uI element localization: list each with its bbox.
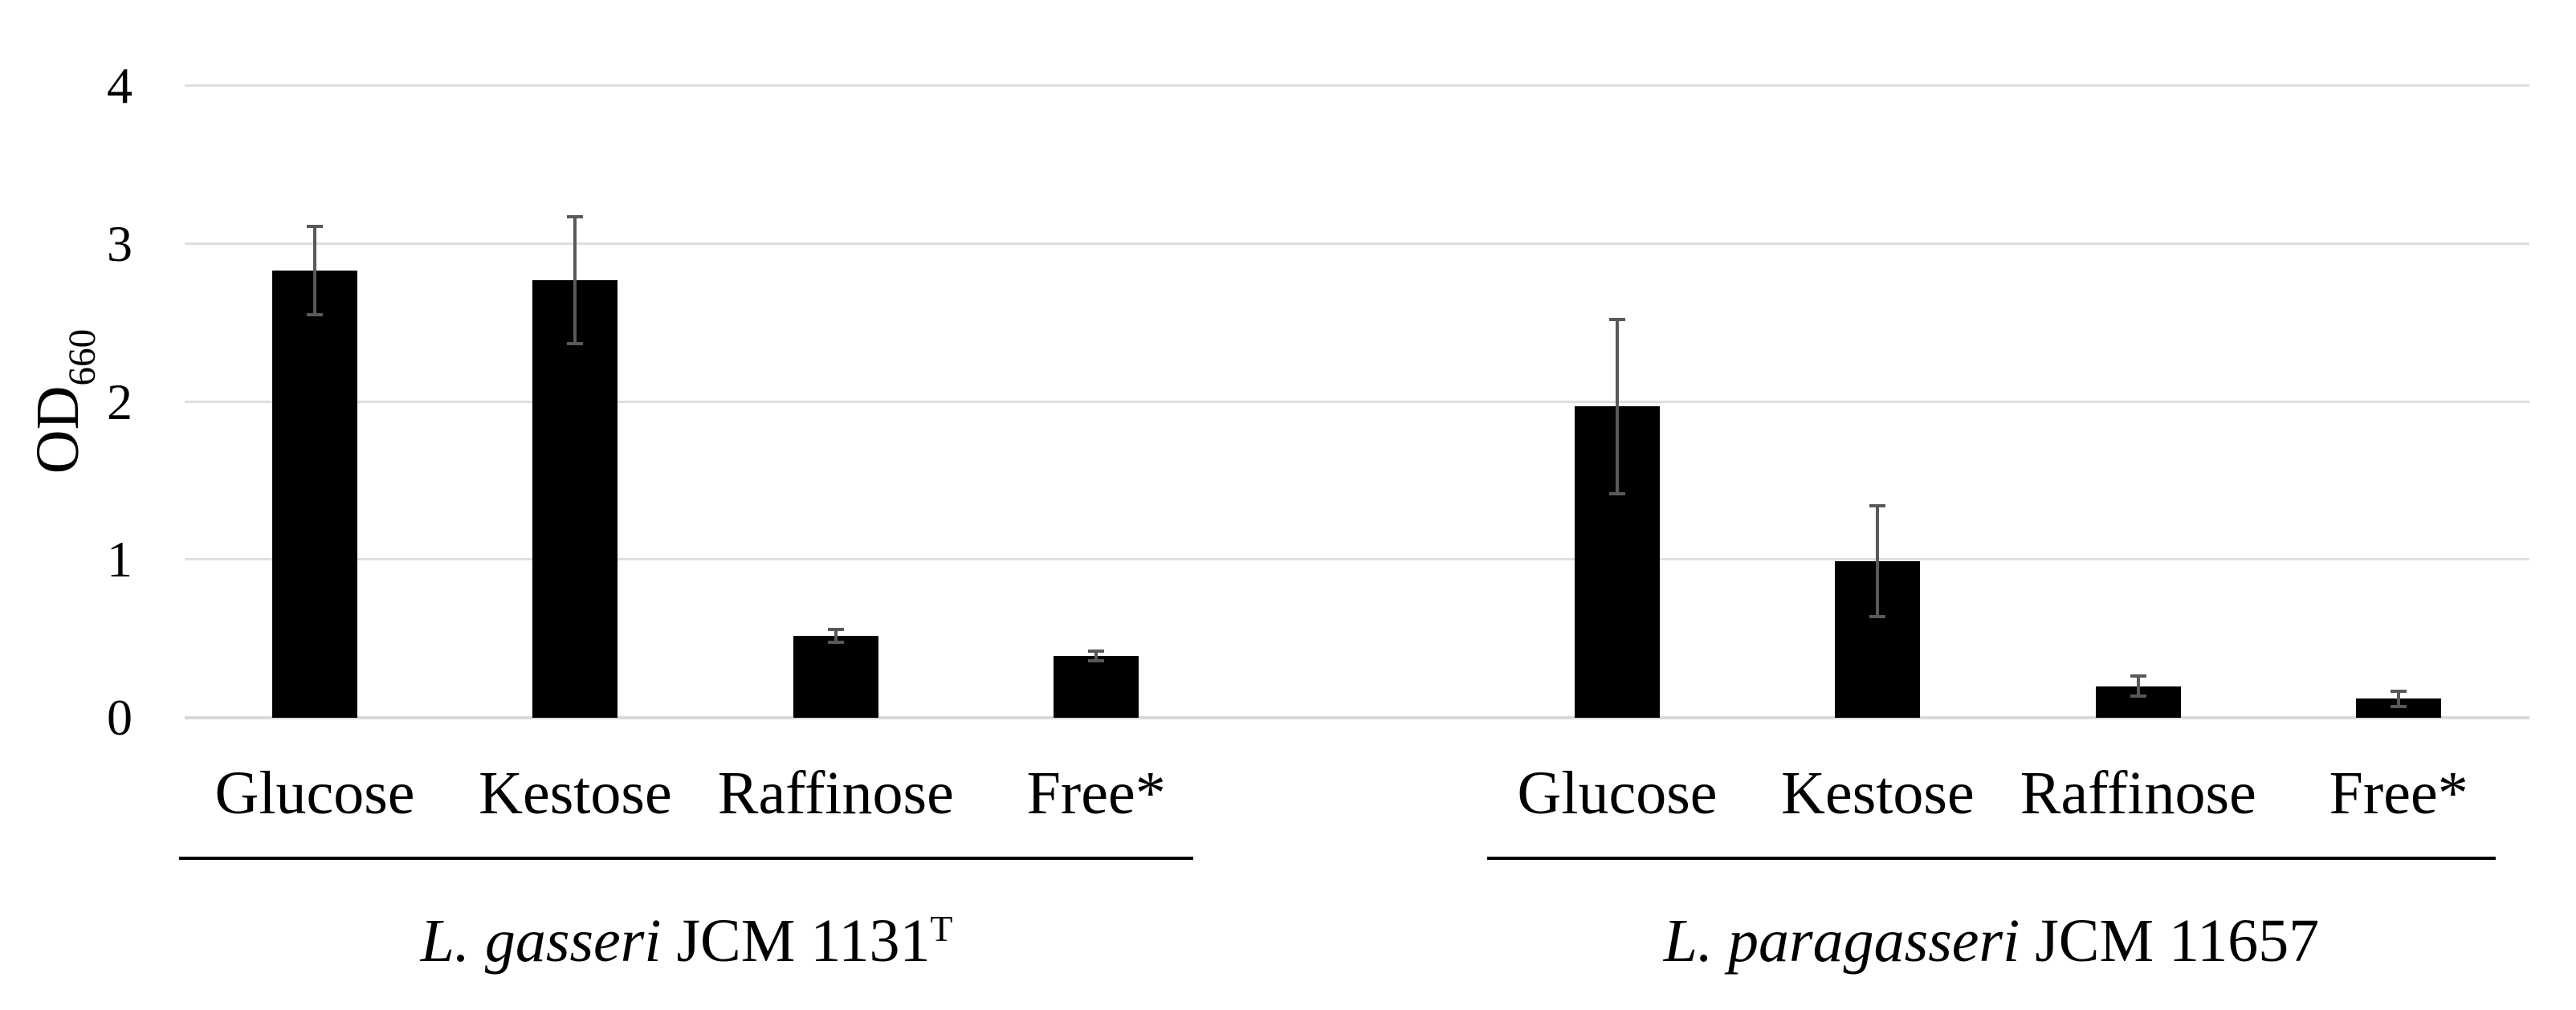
error-bar-cap xyxy=(2130,694,2146,698)
error-bar-line xyxy=(834,629,838,642)
y-tick-label: 3 xyxy=(107,214,132,272)
error-bar-cap xyxy=(2391,705,2407,709)
group-underline xyxy=(179,857,1193,860)
error-bar-line xyxy=(2136,675,2140,697)
category-label: Glucose xyxy=(214,760,415,827)
group-title: L. gasseri JCM 1131T xyxy=(421,910,953,971)
y-tick-label: 2 xyxy=(107,373,132,430)
error-bar-line xyxy=(1876,506,1880,617)
group-title-species: L. gasseri xyxy=(420,907,662,975)
bar xyxy=(793,635,878,718)
error-bar-cap xyxy=(2391,689,2407,693)
category-label: Free* xyxy=(1026,760,1166,827)
error-bar-line xyxy=(1094,651,1098,662)
category-label: Free* xyxy=(2329,760,2468,827)
error-bar-cap xyxy=(1088,659,1105,663)
category-label: Kestose xyxy=(1781,760,1975,827)
error-bar-line xyxy=(2397,690,2401,707)
error-bar-cap xyxy=(2130,674,2146,678)
error-bar-cap xyxy=(1609,318,1625,322)
error-bar-line xyxy=(313,226,316,316)
bar xyxy=(1054,656,1139,718)
group-title-superscript: T xyxy=(930,907,953,949)
group-title-strain: JCM 1131 xyxy=(661,907,931,975)
group-title-strain: JCM 11657 xyxy=(2020,907,2320,975)
error-bar-cap xyxy=(1088,650,1105,654)
error-bar-cap xyxy=(827,627,844,631)
group-underline xyxy=(1487,857,2496,860)
error-bar-cap xyxy=(307,313,323,317)
error-bar-cap xyxy=(1869,504,1886,508)
gridline xyxy=(185,84,2529,87)
error-bar-cap xyxy=(307,225,323,229)
gridline xyxy=(185,558,2529,561)
error-bar-line xyxy=(573,217,577,344)
x-axis-baseline xyxy=(185,716,2529,719)
y-tick-label: 0 xyxy=(107,689,132,746)
category-label: Kestose xyxy=(479,760,672,827)
bar xyxy=(272,271,357,718)
gridline xyxy=(185,400,2529,403)
y-tick-label: 1 xyxy=(107,531,132,588)
y-tick-label: 4 xyxy=(107,57,132,114)
bar xyxy=(532,280,618,718)
category-label: Glucose xyxy=(1517,760,1718,827)
category-label: Raffinose xyxy=(2020,760,2256,827)
error-bar-cap xyxy=(1609,491,1625,495)
gridline xyxy=(185,242,2529,245)
group-title: L. paragasseri JCM 11657 xyxy=(1664,910,2319,971)
category-label: Raffinose xyxy=(717,760,954,827)
error-bar-line xyxy=(1616,320,1619,494)
error-bar-cap xyxy=(827,640,844,644)
error-bar-cap xyxy=(567,341,584,345)
group-title-species: L. paragasseri xyxy=(1663,907,2020,975)
error-bar-cap xyxy=(1869,615,1886,619)
error-bar-cap xyxy=(567,215,584,219)
